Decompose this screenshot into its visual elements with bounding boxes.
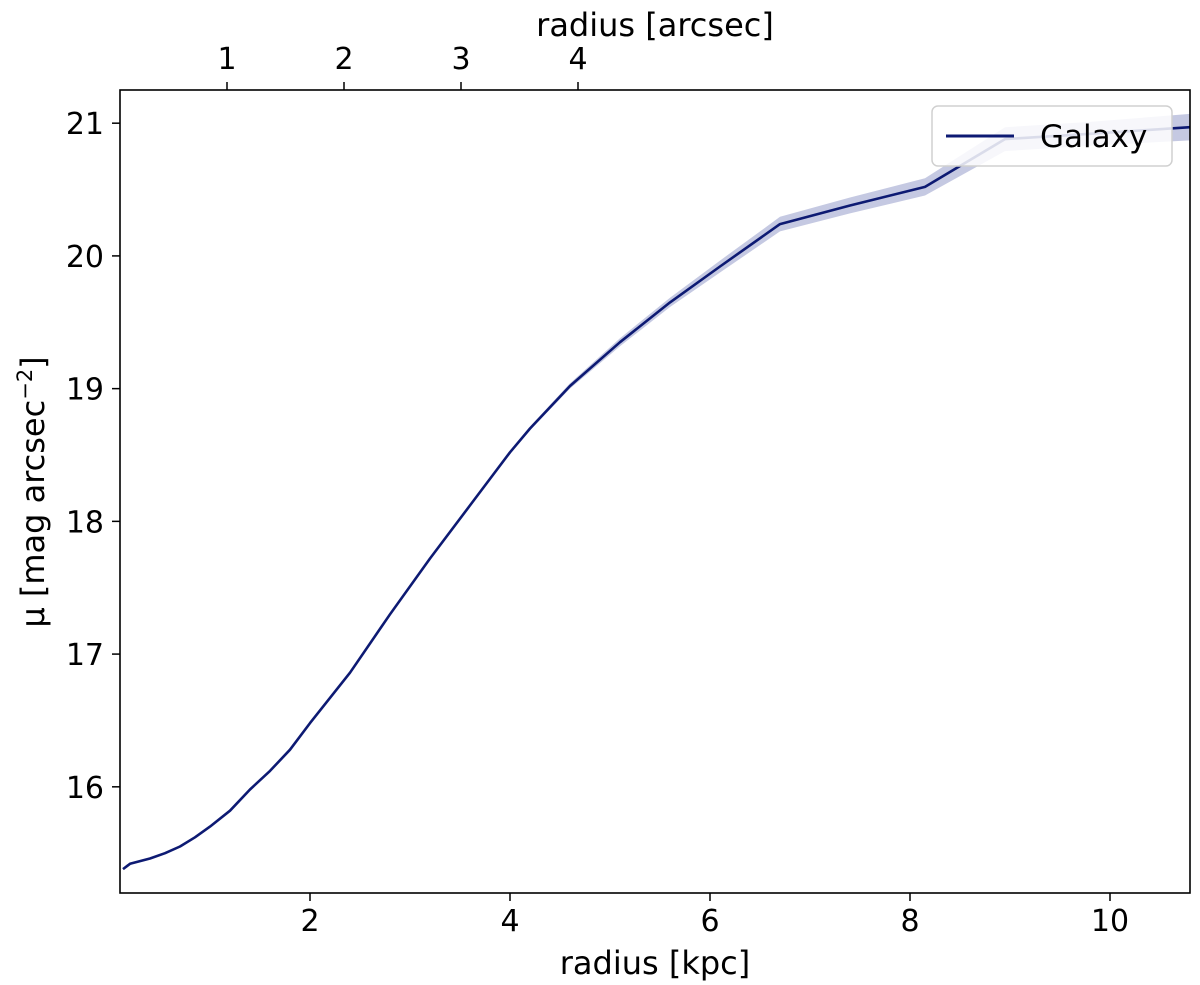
- x-tick-label: 6: [700, 904, 719, 939]
- y-axis-label-main: μ [mag arcsec: [14, 400, 52, 628]
- x-tick-label: 8: [900, 904, 919, 939]
- x-axis-label: radius [kpc]: [560, 944, 751, 982]
- legend: Galaxy: [931, 105, 1173, 167]
- legend-box: [931, 105, 1173, 167]
- series-line-galaxy: [122, 125, 1191, 871]
- top-x-tick-label: 2: [334, 42, 353, 77]
- x-tick-label: 2: [300, 904, 319, 939]
- plot-frame: [119, 89, 1191, 894]
- y-tick-label: 19: [66, 373, 104, 408]
- y-tick-label: 21: [66, 107, 104, 142]
- y-axis-label-close: ]: [14, 356, 52, 368]
- plot-area: [122, 113, 1191, 871]
- y-tick-label: 20: [66, 240, 104, 275]
- x-tick-label: 4: [500, 904, 519, 939]
- y-tick-label: 16: [66, 771, 104, 806]
- top-x-tick-label: 1: [217, 42, 236, 77]
- y-tick-label: 17: [66, 638, 104, 673]
- x-axis: 2 4 6 8 10: [300, 893, 1129, 939]
- legend-label-galaxy: Galaxy: [1040, 119, 1147, 155]
- top-x-axis-label: radius [arcsec]: [536, 6, 774, 44]
- y-axis-label: μ [mag arcsec−2]: [13, 356, 52, 627]
- top-x-axis: 1 2 3 4: [217, 42, 588, 90]
- top-x-tick-label: 4: [568, 42, 587, 77]
- y-axis-label-superscript: −2: [13, 369, 37, 400]
- y-axis: 16 17 18 19 20 21: [66, 107, 120, 806]
- x-tick-label: 10: [1091, 904, 1129, 939]
- top-x-tick-label: 3: [451, 42, 470, 77]
- y-tick-label: 18: [66, 505, 104, 540]
